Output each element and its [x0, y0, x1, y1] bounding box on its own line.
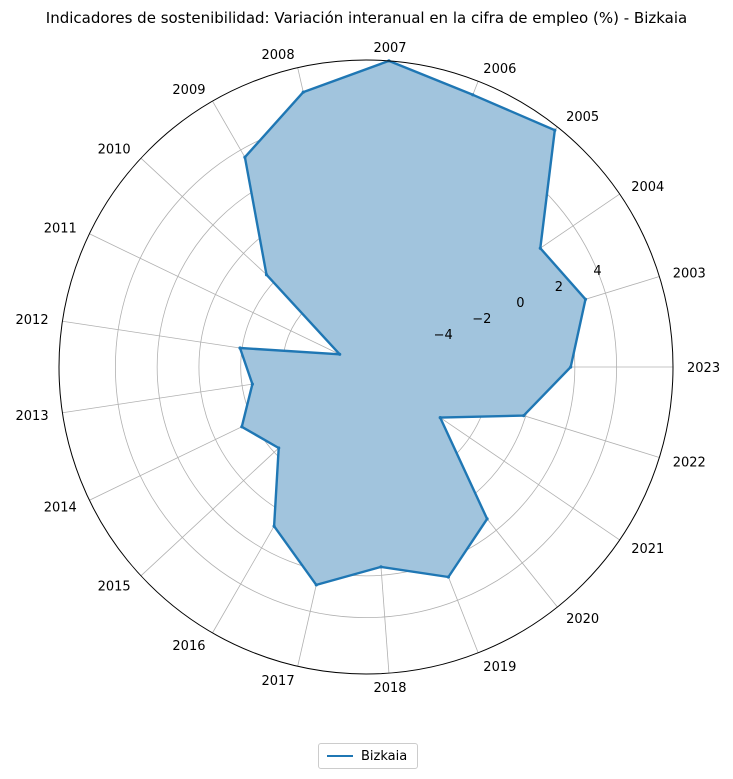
category-label-2015: 2015 — [98, 579, 131, 594]
data-point-2013 — [250, 382, 254, 386]
data-point-2003 — [583, 297, 588, 301]
data-point-2010 — [264, 273, 269, 277]
data-point-2014 — [240, 425, 244, 429]
category-label-2011: 2011 — [44, 222, 77, 237]
category-label-2017: 2017 — [262, 674, 295, 689]
category-label-2007: 2007 — [373, 41, 406, 56]
category-label-2008: 2008 — [262, 48, 295, 63]
data-point-2021 — [438, 416, 442, 420]
outer-frame — [58, 59, 674, 675]
category-label-2013: 2013 — [16, 409, 49, 424]
r-tick-label-0: −4 — [434, 328, 453, 343]
data-point-2022 — [522, 414, 526, 418]
data-point-2017 — [314, 583, 318, 587]
data-point-2018 — [379, 565, 383, 569]
series-line-0 — [238, 59, 587, 587]
series-area-0 — [240, 60, 586, 585]
category-label-2021: 2021 — [631, 542, 664, 557]
category-label-2019: 2019 — [483, 660, 516, 675]
category-label-2020: 2020 — [566, 612, 599, 627]
category-label-2009: 2009 — [172, 83, 205, 98]
data-point-2020 — [485, 517, 489, 521]
data-point-2011 — [338, 352, 342, 356]
category-label-2004: 2004 — [631, 180, 664, 195]
data-point-2006 — [471, 93, 475, 97]
category-label-2003: 2003 — [673, 266, 706, 281]
category-label-2010: 2010 — [98, 143, 131, 158]
chart-title: Indicadores de sostenibilidad: Variación… — [45, 9, 688, 27]
data-point-2016 — [272, 524, 276, 528]
data-point-2008 — [301, 90, 305, 94]
r-tick-label-3: 2 — [555, 280, 563, 295]
legend-swatch-bizkaia — [327, 755, 353, 757]
data-point-2009 — [243, 155, 247, 159]
r-tick-label-4: 4 — [593, 264, 601, 279]
grid-spoke-9 — [89, 233, 367, 368]
r-tick-label-1: −2 — [472, 312, 491, 327]
category-label-2016: 2016 — [172, 639, 205, 654]
data-point-2005 — [553, 128, 557, 132]
category-label-2012: 2012 — [16, 313, 49, 328]
data-point-2019 — [446, 575, 450, 579]
category-label-2018: 2018 — [373, 681, 406, 696]
category-label-2014: 2014 — [44, 500, 77, 515]
r-tick-label-2: 0 — [516, 296, 524, 311]
data-point-2015 — [277, 446, 281, 450]
category-label-2006: 2006 — [483, 62, 516, 77]
data-point-2023 — [569, 365, 573, 369]
legend-label-bizkaia: Bizkaia — [361, 748, 408, 764]
data-point-2012 — [238, 346, 242, 350]
category-label-2022: 2022 — [673, 456, 706, 471]
data-point-2004 — [538, 246, 542, 250]
category-label-2005: 2005 — [566, 110, 599, 125]
category-label-2023: 2023 — [687, 361, 720, 376]
legend: Bizkaia — [318, 743, 418, 769]
